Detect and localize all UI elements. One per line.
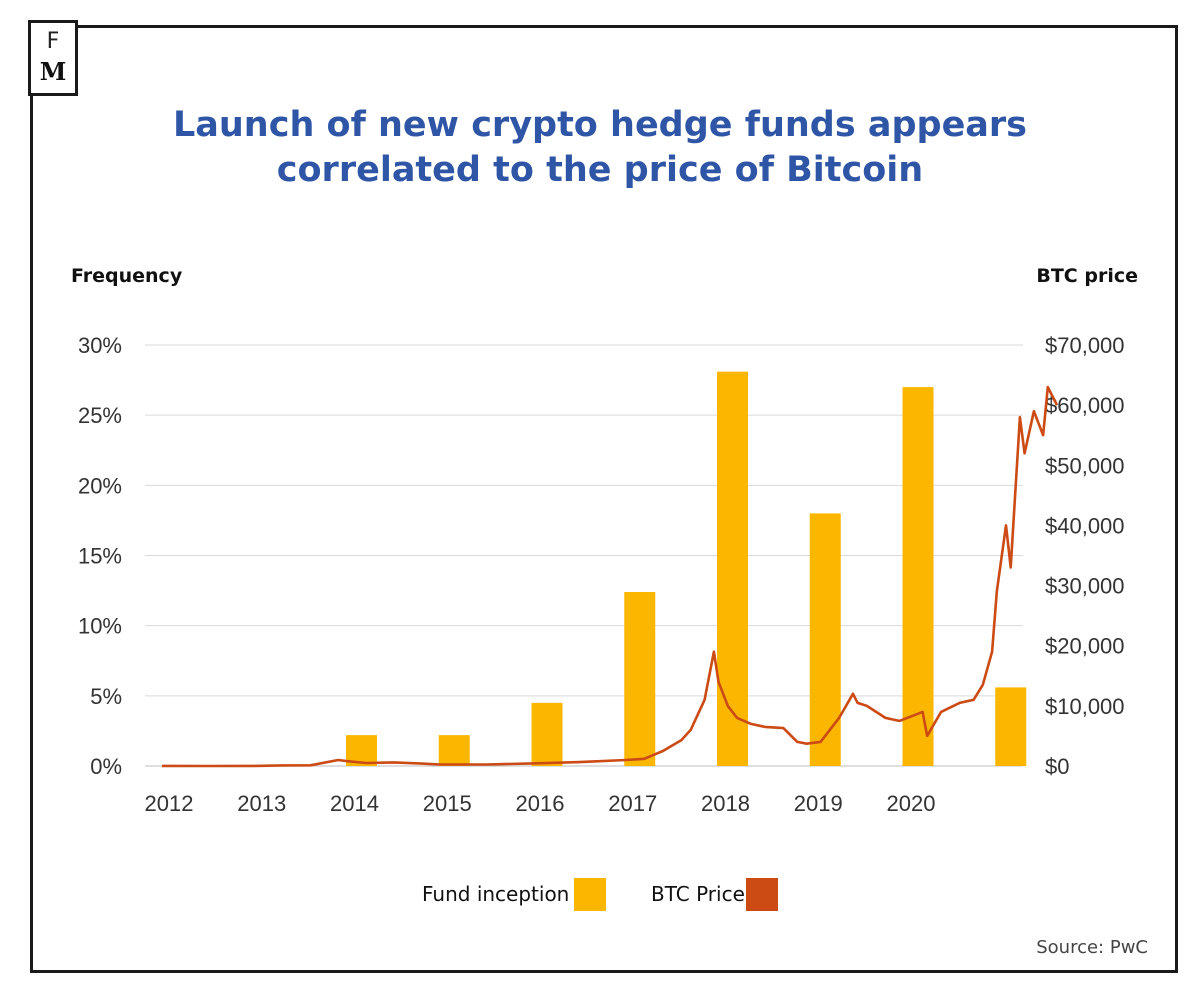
y-tick-label-left: 0%	[90, 754, 122, 779]
x-tick-label: 2018	[701, 791, 750, 816]
x-tick-label: 2016	[516, 791, 565, 816]
y-tick-label-right: $70,000	[1045, 333, 1125, 358]
y-tick-label-left: 20%	[78, 473, 122, 498]
legend-swatch-btc-price	[746, 878, 778, 911]
logo: F M	[28, 20, 78, 96]
legend-swatch-fund-inception	[574, 878, 606, 911]
btc-price-line	[161, 385, 1059, 768]
y-tick-label-left: 30%	[78, 333, 122, 358]
chart-title: Launch of new crypto hedge funds appears…	[100, 103, 1100, 193]
x-tick-label: 2014	[330, 791, 379, 816]
y-axis-title-right: BTC price	[1036, 265, 1138, 287]
chart-title-line-2: correlated to the price of Bitcoin	[276, 150, 924, 190]
bar-fund-inception	[624, 591, 656, 766]
x-tick-label: 2019	[794, 791, 843, 816]
source-note: Source: PwC	[1036, 937, 1148, 958]
y-tick-label-right: $50,000	[1045, 453, 1125, 478]
y-tick-label-right: $20,000	[1045, 634, 1125, 659]
x-tick-label: 2020	[887, 791, 936, 816]
y-tick-label-right: $40,000	[1045, 513, 1125, 538]
chart-title-line-1: Launch of new crypto hedge funds appears	[172, 105, 1028, 145]
y-tick-label-right: $30,000	[1045, 574, 1125, 599]
bar-fund-inception	[717, 371, 748, 766]
logo-top-letter: F	[46, 29, 60, 54]
legend-label-fund-inception: Fund inception	[422, 882, 570, 906]
bar-fund-inception	[531, 702, 563, 766]
logo-bottom-letter: M	[39, 57, 67, 86]
bar-fund-inception	[902, 387, 934, 766]
bar-fund-inception	[995, 687, 1027, 766]
y-tick-label-left: 10%	[78, 614, 122, 639]
x-tick-label: 2013	[237, 791, 286, 816]
bar-fund-inception	[438, 735, 470, 766]
bar-fund-inception	[809, 513, 841, 766]
x-tick-label: 2017	[608, 791, 657, 816]
y-tick-label-right: $10,000	[1045, 694, 1125, 719]
y-tick-label-left: 15%	[78, 544, 122, 569]
x-tick-label: 2012	[145, 791, 194, 816]
y-tick-label-left: 5%	[90, 684, 122, 709]
legend-label-btc-price: BTC Price	[651, 882, 745, 906]
y-tick-label-right: $0	[1045, 754, 1069, 779]
y-axis-title-left: Frequency	[71, 265, 183, 287]
y-tick-label-right: $60,000	[1045, 393, 1125, 418]
y-tick-label-left: 25%	[78, 403, 122, 428]
chart-frame	[30, 25, 1178, 973]
x-tick-label: 2015	[423, 791, 472, 816]
